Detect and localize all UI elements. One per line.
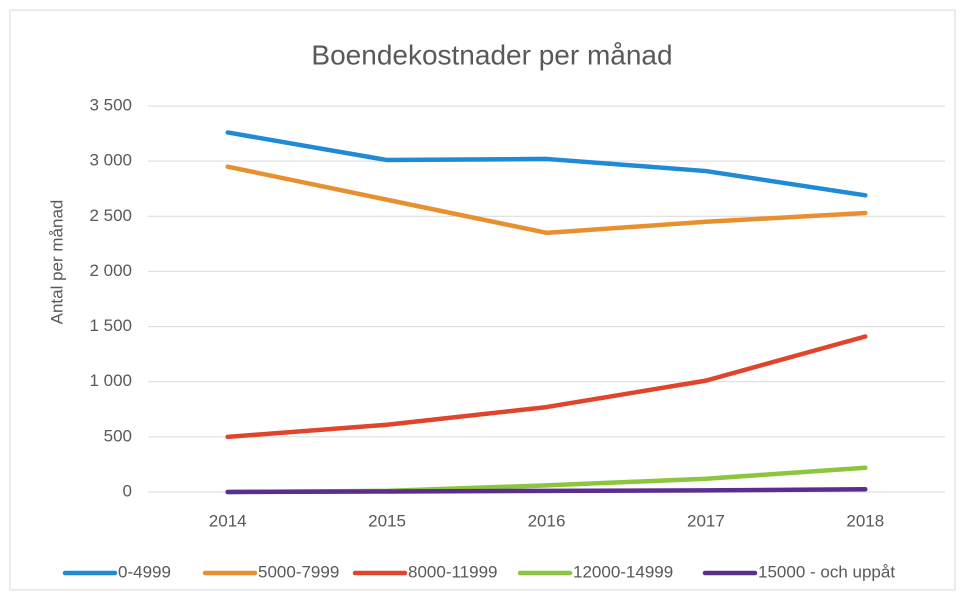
y-tick-label: 1 500 xyxy=(89,316,132,335)
legend-label: 8000-11999 xyxy=(408,562,498,581)
legend-label: 0-4999 xyxy=(118,562,171,581)
y-tick-label: 3 500 xyxy=(89,95,132,114)
chart-title: Boendekostnader per månad xyxy=(311,39,672,70)
series-line xyxy=(225,164,868,236)
x-tick-label: 2015 xyxy=(368,511,406,530)
y-tick-label: 3 000 xyxy=(89,151,132,170)
chart-border xyxy=(9,9,956,591)
y-axis-label: Antal per månad xyxy=(47,200,66,325)
y-tick-label: 2 000 xyxy=(89,261,132,280)
x-tick-label: 2016 xyxy=(528,511,566,530)
series-line xyxy=(225,486,868,495)
x-tick-label: 2014 xyxy=(209,511,247,530)
x-tick-label: 2018 xyxy=(846,511,884,530)
legend-label: 12000-14999 xyxy=(573,562,673,581)
y-tick-label: 0 xyxy=(123,481,132,500)
series-line xyxy=(225,130,868,198)
y-tick-label: 500 xyxy=(104,426,132,445)
legend-label: 15000 - och uppåt xyxy=(758,562,895,581)
legend-label: 5000-7999 xyxy=(258,562,339,581)
x-tick-label: 2017 xyxy=(687,511,725,530)
series-line xyxy=(225,334,868,440)
y-tick-label: 1 000 xyxy=(89,371,132,390)
y-tick-label: 2 500 xyxy=(89,206,132,225)
